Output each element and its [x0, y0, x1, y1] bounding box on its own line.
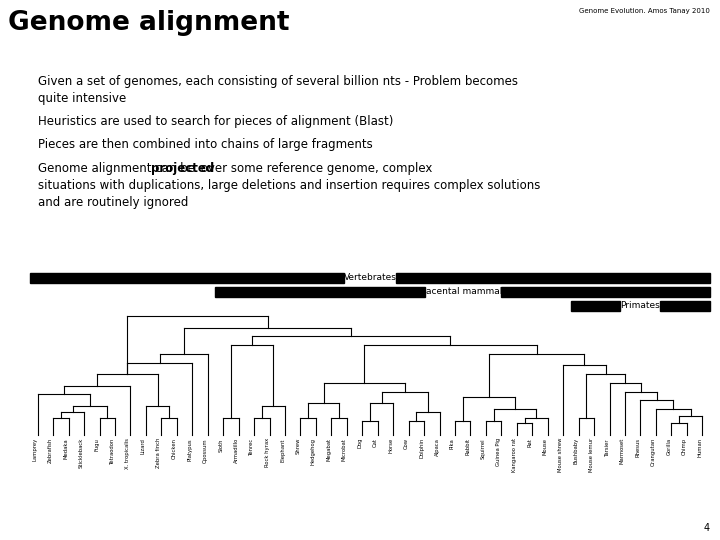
Text: Gorilla: Gorilla [667, 438, 671, 455]
Text: and are routinely ignored: and are routinely ignored [38, 196, 189, 209]
Text: Megabat: Megabat [326, 438, 331, 461]
Text: Stickleback: Stickleback [79, 438, 84, 468]
Text: Given a set of genomes, each consisting of several billion nts - Problem becomes: Given a set of genomes, each consisting … [38, 75, 518, 88]
Text: Rat: Rat [527, 438, 532, 447]
Text: Rabbit: Rabbit [465, 438, 470, 455]
Text: Tetraodon: Tetraodon [110, 438, 115, 464]
Bar [396, 273, 710, 283]
Bar [571, 301, 621, 311]
Text: quite intensive: quite intensive [38, 92, 126, 105]
Text: over some reference genome, complex: over some reference genome, complex [197, 162, 433, 175]
Text: Tarsier: Tarsier [605, 438, 610, 456]
Text: 4: 4 [704, 523, 710, 533]
Text: Cat: Cat [373, 438, 378, 447]
Text: Lizard: Lizard [141, 438, 146, 454]
Text: Orangutan: Orangutan [651, 438, 656, 467]
Text: Dog: Dog [357, 438, 362, 449]
Text: Rock hyrax: Rock hyrax [264, 438, 269, 467]
Text: Bushbaby: Bushbaby [574, 438, 579, 464]
Text: Chimp: Chimp [682, 438, 687, 455]
Bar [660, 301, 710, 311]
Bar [215, 287, 425, 297]
Text: Lamprey: Lamprey [32, 438, 37, 461]
Text: Pieces are then combined into chains of large fragments: Pieces are then combined into chains of … [38, 138, 373, 151]
Text: Squirrel: Squirrel [481, 438, 486, 458]
Text: Mouse lemur: Mouse lemur [589, 438, 594, 472]
Text: Fugu: Fugu [94, 438, 99, 451]
Text: projected: projected [151, 162, 215, 175]
Text: Primates: Primates [621, 301, 660, 310]
Text: Sloth: Sloth [218, 438, 223, 451]
Text: Tenrec: Tenrec [249, 438, 254, 455]
Text: Placental mammals: Placental mammals [418, 287, 507, 296]
Text: Genome alignment: Genome alignment [8, 10, 289, 36]
Text: Armadillo: Armadillo [233, 438, 238, 463]
Text: Marmoset: Marmoset [620, 438, 625, 464]
Text: Vertebrates: Vertebrates [343, 273, 397, 282]
Text: Rhesus: Rhesus [636, 438, 641, 457]
Text: Opossum: Opossum [203, 438, 208, 463]
Text: Platypus: Platypus [187, 438, 192, 461]
Text: Elephant: Elephant [280, 438, 285, 462]
Text: Mouse shrew: Mouse shrew [558, 438, 563, 472]
Text: Cow: Cow [404, 438, 409, 449]
Text: Zebra finch: Zebra finch [156, 438, 161, 468]
Text: Human: Human [697, 438, 702, 457]
Text: Pika: Pika [450, 438, 455, 449]
Text: Alpaca: Alpaca [435, 438, 439, 456]
Text: Genome Evolution. Amos Tanay 2010: Genome Evolution. Amos Tanay 2010 [579, 8, 710, 14]
Text: Mouse: Mouse [543, 438, 548, 455]
Text: Chicken: Chicken [172, 438, 177, 459]
Text: Hedgehog: Hedgehog [311, 438, 316, 465]
Bar [500, 287, 710, 297]
Text: Horse: Horse [388, 438, 393, 453]
Text: Guinea Pig: Guinea Pig [496, 438, 501, 466]
Bar [30, 273, 344, 283]
Text: Shrew: Shrew [295, 438, 300, 454]
Text: Dolphin: Dolphin [419, 438, 424, 458]
Text: Zebrafish: Zebrafish [48, 438, 53, 463]
Text: Genome alignment can be: Genome alignment can be [38, 162, 199, 175]
Text: situations with duplications, large deletions and insertion requires complex sol: situations with duplications, large dele… [38, 179, 541, 192]
Text: X. tropicalis: X. tropicalis [125, 438, 130, 469]
Text: Kangaroo rat: Kangaroo rat [512, 438, 517, 472]
Text: Medaka: Medaka [63, 438, 68, 458]
Text: Heuristics are used to search for pieces of alignment (Blast): Heuristics are used to search for pieces… [38, 115, 393, 128]
Text: Microbat: Microbat [342, 438, 347, 461]
